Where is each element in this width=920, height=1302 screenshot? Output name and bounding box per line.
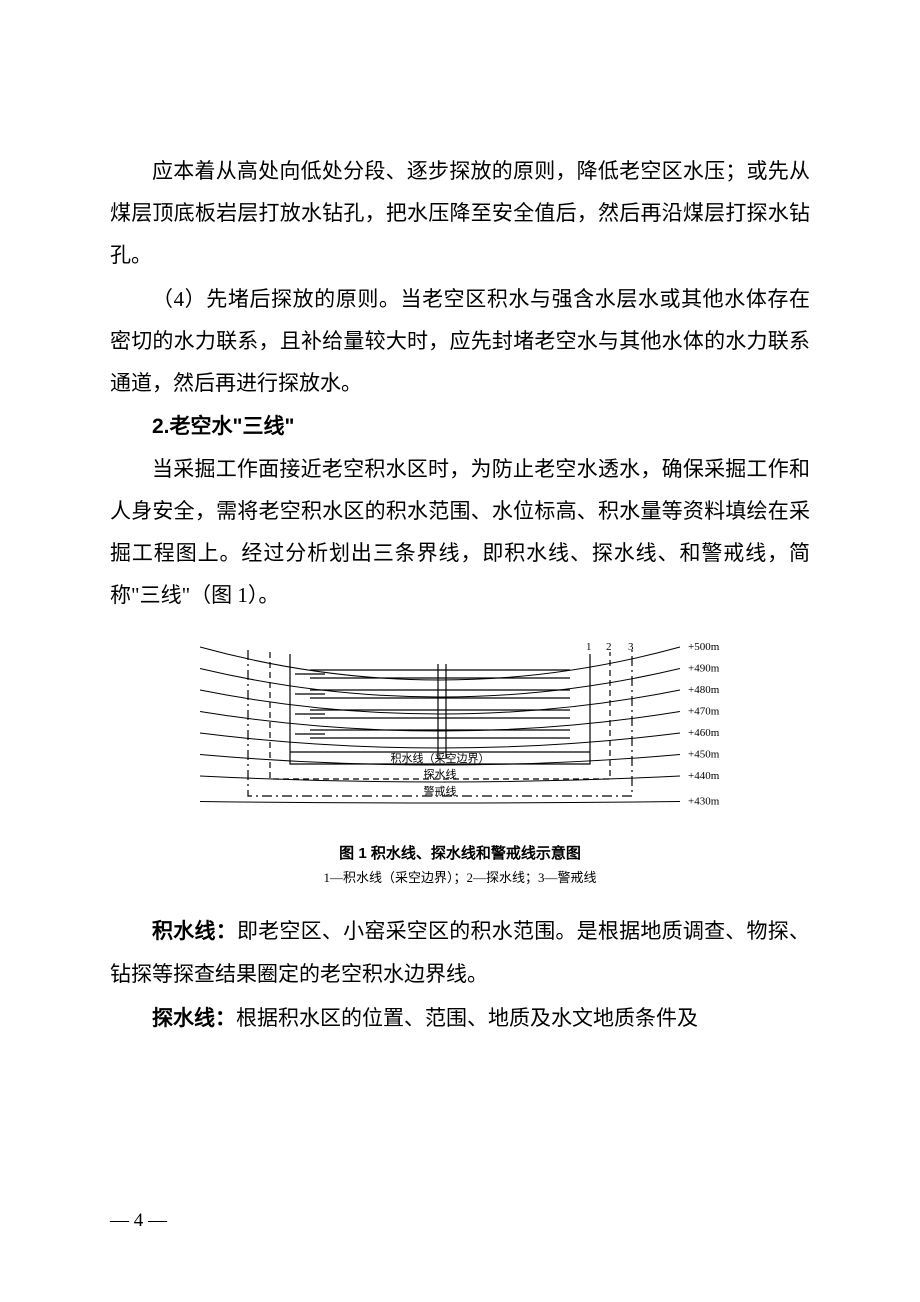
contour-label: +480m [688, 684, 720, 696]
page-number: — 4 — [110, 1210, 167, 1232]
term-jishui: 积水线： [152, 920, 237, 943]
contour-label: +440m [688, 770, 720, 782]
line-number-3: 3 [628, 641, 634, 653]
contour-label: +450m [688, 749, 720, 761]
line-number-1: 1 [586, 641, 592, 653]
paragraph-3: 当采掘工作面接近老空积水区时，为防止老空水透水，确保采掘工作和人身安全，需将老空… [110, 448, 810, 616]
label-jingjie: 警戒线 [424, 784, 457, 798]
contour-label: +490m [688, 663, 720, 675]
line-number-2: 2 [606, 641, 612, 653]
contour-label: +500m [688, 641, 720, 653]
contour-label: +460m [688, 727, 720, 739]
paragraph-1: 应本着从高处向低处分段、逐步探放的原则，降低老空区水压；或先从煤层顶底板岩层打放… [110, 150, 810, 276]
contour-label: +430m [688, 796, 720, 808]
term-tanshui: 探水线： [152, 1007, 236, 1030]
paragraph-5-body: 根据积水区的位置、范围、地质及水文地质条件及 [236, 1006, 698, 1030]
figure-1-svg: +500m +490m +480m +470m +460m +450m +440m +430m [180, 634, 740, 829]
paragraph-5: 探水线：根据积水区的位置、范围、地质及水文地质条件及 [110, 997, 810, 1040]
paragraph-2: （4）先堵后探放的原则。当老空区积水与强含水层水或其他水体存在密切的水力联系，且… [110, 278, 810, 404]
figure-1-caption: 图 1 积水线、探水线和警戒线示意图 [180, 842, 740, 863]
heading-three-lines: 2.老空水"三线" [110, 406, 810, 448]
figure-1-legend: 1—积水线（采空边界）；2—探水线；3—警戒线 [180, 867, 740, 886]
paragraph-4: 积水线：即老空区、小窑采空区的积水范围。是根据地质调查、物探、钻探等探查结果圈定… [110, 910, 810, 995]
contour-label: +470m [688, 706, 720, 718]
label-jishui: 积水线（采空边界） [391, 751, 490, 765]
label-tanshui: 探水线 [424, 767, 457, 781]
figure-1: +500m +490m +480m +470m +460m +450m +440m +430m [180, 634, 740, 886]
